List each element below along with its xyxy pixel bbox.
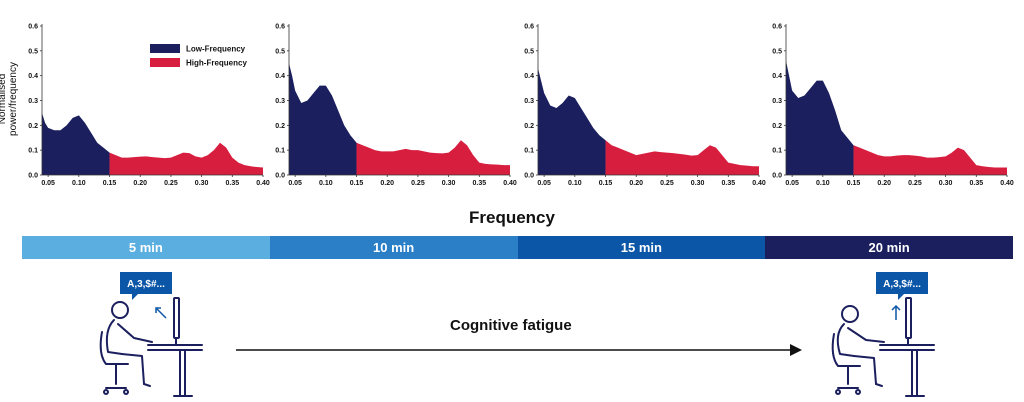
chart-2-y-tick-label: 0.5 [275, 48, 285, 55]
chart-2-y-tick-label: 0.1 [275, 148, 285, 155]
legend-swatch-low-frequency [150, 44, 180, 53]
time-segment-15min: 15 min [517, 236, 766, 259]
x-axis-title: Frequency [469, 208, 555, 227]
chart-3-x-tick-label: 0.40 [752, 180, 766, 187]
chart-3-y-tick-label: 0.5 [524, 48, 534, 55]
chart-1-high-frequency-area [109, 142, 264, 175]
chart-2-x-tick-label: 0.30 [442, 180, 456, 187]
speech-bubble-text: A,3,$#... [883, 279, 921, 290]
chart-3-y-tick-label: 0.3 [524, 98, 534, 105]
chart-2-x-tick-label: 0.35 [472, 180, 486, 187]
legend-label-low-frequency: Low-Frequency [186, 45, 246, 54]
chart-2-y-tick-label: 0.4 [275, 73, 285, 80]
chart-1-x-tick-label: 0.35 [225, 180, 239, 187]
chart-4-x-tick-label: 0.30 [939, 180, 953, 187]
chart-1-x-tick-label: 0.15 [103, 180, 117, 187]
chart-4-y-tick-label: 0.5 [772, 48, 782, 55]
chart-3-x-tick-label: 0.20 [629, 180, 643, 187]
legend-swatch-high-frequency [150, 58, 180, 67]
time-segment-20min: 20 min [765, 236, 1013, 259]
chart-2-x-tick-label: 0.15 [350, 180, 364, 187]
time-bar: 5 min 10 min 15 min 20 min [22, 236, 1013, 259]
chart-4-low-frequency-area [786, 60, 854, 176]
chart-2-y-tick-label: 0.0 [275, 173, 285, 180]
person-at-desk-fresh-icon: A,3,$#... [99, 272, 203, 397]
legend-label-high-frequency: High-Frequency [186, 59, 247, 68]
chart-1-y-tick-label: 0.1 [28, 148, 38, 155]
chart-2-x-tick-label: 0.40 [503, 180, 517, 187]
chart-4-y-tick-label: 0.3 [772, 98, 782, 105]
chart-3-low-frequency-area [538, 68, 606, 175]
chart-2-x-tick-label: 0.20 [380, 180, 394, 187]
chart-3-y-tick-label: 0.6 [524, 24, 534, 31]
chart-4-y-tick-label: 0.4 [772, 73, 782, 80]
fatigue-arrow-icon [236, 344, 802, 356]
chart-4-x-tick-label: 0.05 [785, 180, 799, 187]
chart-4-x-tick-label: 0.20 [877, 180, 891, 187]
chart-4-x-tick-label: 0.40 [1000, 180, 1014, 187]
chart-4-y-tick-label: 0.1 [772, 148, 782, 155]
chart-1-x-tick-label: 0.30 [195, 180, 209, 187]
chart-1-x-tick-label: 0.20 [133, 180, 147, 187]
chart-3-y-tick-label: 0.0 [524, 173, 534, 180]
chart-4-x-tick-label: 0.25 [908, 180, 922, 187]
chart-4-x-tick-label: 0.15 [847, 180, 861, 187]
chart-2-y-tick-label: 0.3 [275, 98, 285, 105]
chart-2-y-tick-label: 0.2 [275, 123, 285, 130]
chart-4-x-tick-label: 0.10 [816, 180, 830, 187]
person-at-desk-fatigued-icon: A,3,$#... [831, 272, 935, 397]
chart-3-x-tick-label: 0.10 [568, 180, 582, 187]
chart-1-low-frequency-area [42, 112, 110, 175]
chart-3-x-tick-label: 0.05 [537, 180, 551, 187]
chart-3-x-tick-label: 0.15 [599, 180, 613, 187]
chart-4-y-tick-label: 0.0 [772, 173, 782, 180]
cognitive-fatigue-label: Cognitive fatigue [450, 317, 572, 334]
chart-2-x-tick-label: 0.25 [411, 180, 425, 187]
chart-2-x-tick-label: 0.05 [288, 180, 302, 187]
chart-4-high-frequency-area [853, 145, 1007, 175]
chart-1-y-tick-label: 0.6 [28, 24, 38, 31]
chart-1-x-tick-label: 0.05 [41, 180, 55, 187]
chart-3-y-tick-label: 0.2 [524, 123, 534, 130]
chart-3-y-tick-label: 0.1 [524, 148, 534, 155]
time-segment-10min: 10 min [269, 236, 518, 259]
chart-1-y-tick-label: 0.0 [28, 173, 38, 180]
chart-1-y-tick-label: 0.5 [28, 48, 38, 55]
chart-2-y-tick-label: 0.6 [275, 24, 285, 31]
chart-3-x-tick-label: 0.25 [660, 180, 674, 187]
chart-1-y-tick-label: 0.3 [28, 98, 38, 105]
frequency-charts: 0.0 0.1 0.2 0.3 0.4 0.5 0.6 0.05 0.10 0.15 0.20 0.2… [28, 24, 1014, 188]
chart-1-x-tick-label: 0.25 [164, 180, 178, 187]
chart-3-x-tick-label: 0.30 [691, 180, 705, 187]
chart-2-high-frequency-area [356, 140, 510, 175]
chart-3-x-tick-label: 0.35 [721, 180, 735, 187]
chart-4-x-tick-label: 0.35 [969, 180, 983, 187]
chart-3-y-tick-label: 0.4 [524, 73, 534, 80]
chart-1-y-tick-label: 0.2 [28, 123, 38, 130]
chart-2-low-frequency-area [289, 63, 357, 175]
speech-bubble-text: A,3,$#... [127, 279, 165, 290]
chart-4-y-tick-label: 0.2 [772, 123, 782, 130]
chart-1-x-tick-label: 0.10 [72, 180, 86, 187]
speech-bubble [120, 272, 172, 300]
time-segment-5min: 5 min [22, 236, 270, 259]
chart-1-x-tick-label: 0.40 [256, 180, 270, 187]
speech-bubble [876, 272, 928, 300]
chart-4-y-tick-label: 0.6 [772, 24, 782, 31]
y-axis-label: Normalised power/frequency [0, 62, 19, 136]
chart-3-high-frequency-area [605, 140, 759, 175]
chart-2-x-tick-label: 0.10 [319, 180, 333, 187]
chart-1-y-tick-label: 0.4 [28, 73, 38, 80]
